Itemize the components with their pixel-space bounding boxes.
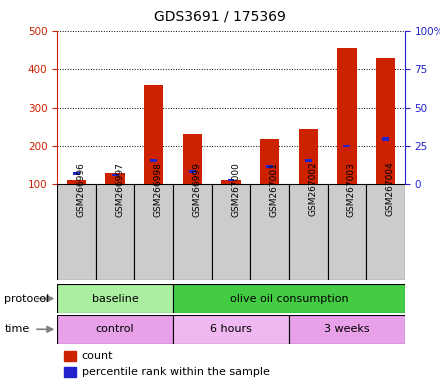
Text: GSM267003: GSM267003 [347, 162, 356, 217]
Bar [376, 58, 395, 184]
Bar [382, 137, 389, 141]
Text: GSM266997: GSM266997 [115, 162, 124, 217]
Bar [305, 159, 312, 162]
Bar [112, 174, 118, 176]
Text: time: time [4, 324, 29, 334]
Bar [260, 139, 279, 184]
Bar [227, 179, 235, 181]
Bar [337, 48, 356, 184]
FancyBboxPatch shape [57, 284, 173, 313]
Bar [64, 367, 76, 377]
FancyBboxPatch shape [289, 184, 327, 280]
Bar [266, 165, 273, 168]
FancyBboxPatch shape [212, 184, 250, 280]
Text: GSM266996: GSM266996 [77, 162, 85, 217]
Bar [344, 145, 350, 147]
FancyBboxPatch shape [289, 315, 405, 344]
Text: count: count [81, 351, 113, 361]
FancyBboxPatch shape [173, 284, 405, 313]
Bar [73, 172, 80, 175]
FancyBboxPatch shape [57, 184, 96, 280]
Text: GSM267001: GSM267001 [270, 162, 279, 217]
Bar [144, 85, 163, 184]
Text: GSM266999: GSM266999 [192, 162, 202, 217]
FancyBboxPatch shape [327, 184, 366, 280]
Bar [299, 129, 318, 184]
FancyBboxPatch shape [135, 184, 173, 280]
FancyBboxPatch shape [173, 184, 212, 280]
Bar [221, 180, 241, 184]
FancyBboxPatch shape [173, 315, 289, 344]
Text: protocol: protocol [4, 293, 50, 304]
Bar [183, 134, 202, 184]
Text: olive oil consumption: olive oil consumption [230, 293, 348, 304]
Bar [106, 173, 125, 184]
Bar [150, 159, 157, 162]
FancyBboxPatch shape [366, 184, 405, 280]
Text: control: control [96, 324, 135, 334]
Text: 6 hours: 6 hours [210, 324, 252, 334]
Text: 3 weeks: 3 weeks [324, 324, 370, 334]
FancyBboxPatch shape [96, 184, 135, 280]
Text: GSM267000: GSM267000 [231, 162, 240, 217]
Text: GSM266998: GSM266998 [154, 162, 163, 217]
Bar [64, 351, 76, 361]
Text: GSM267002: GSM267002 [308, 162, 317, 217]
FancyBboxPatch shape [57, 315, 173, 344]
Text: baseline: baseline [92, 293, 139, 304]
Text: GDS3691 / 175369: GDS3691 / 175369 [154, 10, 286, 23]
Bar [67, 180, 86, 184]
Text: percentile rank within the sample: percentile rank within the sample [81, 367, 269, 377]
Bar [189, 170, 196, 173]
FancyBboxPatch shape [250, 184, 289, 280]
Text: GSM267004: GSM267004 [385, 162, 395, 217]
